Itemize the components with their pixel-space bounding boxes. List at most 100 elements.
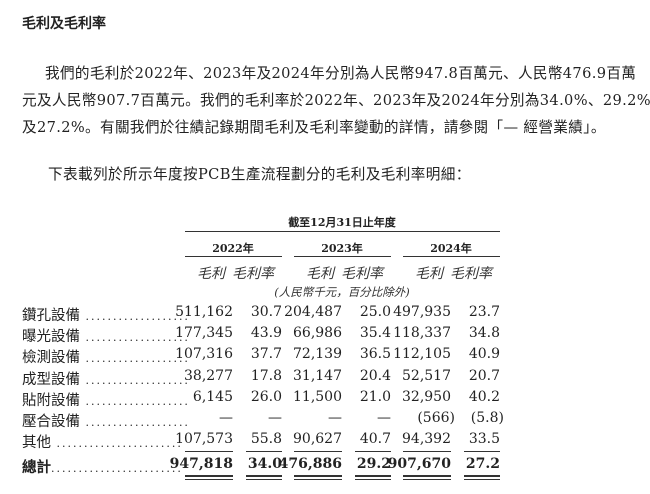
paragraph-line: 及27.2%。有關我們於往績記錄期間毛利及毛利率變動的詳情，請參閱「— 經營業績… (22, 119, 606, 136)
year-header: 2023年 (321, 242, 363, 255)
divider (294, 256, 391, 257)
table-cell: 511,162 (175, 304, 233, 320)
table-cell: 35.4 (359, 325, 391, 341)
leader-dots: ................... (80, 310, 190, 323)
period-header: 截至12月31日止年度 (288, 216, 396, 229)
table-cell: 23.7 (468, 304, 500, 320)
double-underline (355, 479, 391, 480)
double-underline (246, 475, 282, 477)
total-cell: 947,818 (169, 456, 233, 472)
column-subheader: 毛利率 (341, 266, 383, 282)
double-underline (464, 475, 500, 477)
table-cell: 112,105 (393, 346, 451, 362)
total-label: 總計........................ (22, 456, 183, 477)
table-cell: 66,986 (293, 325, 342, 341)
table-cell: 33.5 (468, 431, 500, 447)
table-cell: — (377, 410, 391, 426)
year-header: 2022年 (212, 242, 254, 255)
table-cell: 34.8 (468, 325, 500, 341)
table-cell: 31,147 (293, 368, 342, 384)
total-cell: 34.0 (247, 456, 282, 472)
table-cell: 30.7 (250, 304, 282, 320)
leader-dots: ................... (80, 331, 190, 344)
table-cell: 40.9 (468, 346, 500, 362)
double-underline (355, 475, 391, 477)
row-label: 曝光設備 ................... (22, 325, 190, 346)
table-cell: 38,277 (184, 368, 233, 384)
table-intro: 下表載列於所示年度按PCB生產流程劃分的毛利及毛利率明細： (48, 166, 471, 183)
subtotal-line (294, 451, 342, 452)
leader-dots: ........................ (51, 462, 183, 475)
divider (185, 231, 500, 232)
table-cell: (566) (417, 410, 455, 426)
row-label: 成型設備 ................... (22, 368, 190, 389)
subtotal-line (185, 451, 233, 452)
table-cell: 11,500 (293, 389, 342, 405)
table-cell: 6,145 (192, 389, 233, 405)
double-underline (246, 479, 282, 480)
total-cell: 27.2 (465, 456, 500, 472)
table-cell: 26.0 (250, 389, 282, 405)
table-cell: 204,487 (284, 304, 342, 320)
column-subheader: 毛利 (306, 266, 334, 282)
table-cell: 118,337 (393, 325, 451, 341)
double-underline (294, 475, 342, 477)
divider (403, 256, 500, 257)
double-underline (294, 479, 342, 480)
row-label: 鑽孔設備 ................... (22, 304, 190, 325)
table-cell: (5.8) (470, 410, 504, 426)
table-cell: 40.2 (468, 389, 500, 405)
table-cell: 20.7 (468, 368, 500, 384)
row-label: 其他 ....................... (22, 431, 183, 452)
total-cell: 476,886 (278, 456, 342, 472)
subtotal-line (464, 451, 500, 452)
table-cell: 107,316 (175, 346, 233, 362)
paragraph-line: 我們的毛利於2022年、2023年及2024年分別為人民幣947.8百萬元、人民… (45, 65, 637, 82)
table-cell: 20.4 (359, 368, 391, 384)
leader-dots: ................... (80, 352, 190, 365)
leader-dots: ................... (80, 395, 190, 408)
table-cell: 17.8 (250, 368, 282, 384)
row-label-text: 鑽孔設備 (22, 308, 80, 324)
row-label-text: 壓合設備 (22, 414, 80, 430)
row-label: 壓合設備 ................... (22, 410, 190, 431)
column-subheader: 毛利 (415, 266, 443, 282)
table-cell: 40.7 (359, 431, 391, 447)
row-label-text: 檢測設備 (22, 350, 80, 366)
total-cell: 907,670 (387, 456, 451, 472)
row-label: 檢測設備 ................... (22, 346, 190, 367)
paragraph-line: 元及人民幣907.7百萬元。我們的毛利率於2022年、2023年及2024年分別… (22, 92, 650, 109)
divider (185, 256, 282, 257)
row-label-text: 曝光設備 (22, 329, 80, 345)
total-cell: 29.2 (356, 456, 391, 472)
leader-dots: ................... (80, 416, 190, 429)
double-underline (464, 479, 500, 480)
row-label: 貼附設備 ................... (22, 389, 190, 410)
table-cell: 90,627 (293, 431, 342, 447)
row-label-text: 成型設備 (22, 372, 80, 388)
column-subheader: 毛利率 (450, 266, 492, 282)
table-cell: — (328, 410, 342, 426)
table-cell: 497,935 (393, 304, 451, 320)
table-cell: 37.7 (250, 346, 282, 362)
table-cell: 107,573 (175, 431, 233, 447)
leader-dots: ................... (80, 374, 190, 387)
table-cell: — (219, 410, 233, 426)
subtotal-line (403, 451, 451, 452)
row-label-text: 貼附設備 (22, 393, 80, 409)
year-header: 2024年 (430, 242, 472, 255)
table-cell: 177,345 (175, 325, 233, 341)
double-underline (185, 475, 233, 477)
table-cell: 43.9 (250, 325, 282, 341)
column-subheader: 毛利率 (232, 266, 274, 282)
table-cell: 94,392 (402, 431, 451, 447)
double-underline (185, 479, 233, 480)
table-cell: 55.8 (250, 431, 282, 447)
total-label-text: 總計 (22, 459, 51, 476)
table-cell: 36.5 (359, 346, 391, 362)
table-cell: 25.0 (359, 304, 391, 320)
row-label-text: 其他 (22, 435, 51, 451)
subtotal-line (246, 451, 282, 452)
double-underline (403, 479, 451, 480)
section-title: 毛利及毛利率 (22, 16, 106, 32)
